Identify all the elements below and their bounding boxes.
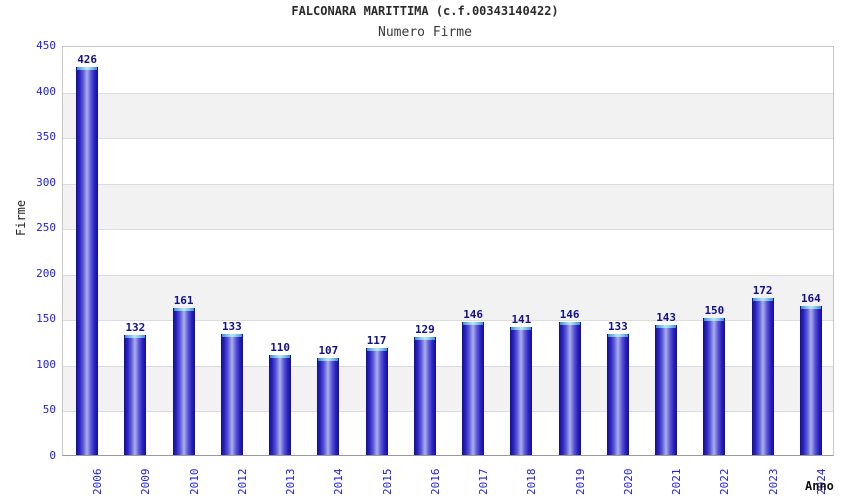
bar-cap [77, 66, 98, 70]
y-tick-label: 450 [36, 39, 56, 52]
x-tick-label: 2013 [284, 468, 298, 496]
bar[interactable] [558, 321, 581, 455]
bar-value-label: 129 [414, 323, 435, 337]
x-tick-label: 2006 [91, 468, 105, 496]
y-tick-label: 400 [36, 84, 56, 98]
chart-subtitle: Numero Firme [378, 25, 472, 40]
bar[interactable] [172, 308, 195, 455]
band [63, 183, 833, 230]
bar-cap [318, 357, 339, 361]
bar-cap [656, 324, 677, 328]
bar-cap [607, 333, 628, 337]
bar-cap [414, 337, 435, 341]
x-tick-label: 2018 [525, 468, 539, 496]
bar-cap [366, 348, 387, 352]
bar-value-label: 164 [800, 291, 821, 305]
bar-value-label: 146 [559, 307, 580, 321]
bar-cap [704, 318, 725, 322]
y-tick-label: 350 [36, 130, 56, 144]
bar-cap [270, 354, 291, 358]
y-tick-label: 50 [42, 403, 56, 417]
bar-value-label: 133 [607, 319, 628, 333]
band [63, 92, 833, 139]
y-tick-label: 300 [36, 175, 56, 189]
y-tick-label: 250 [36, 221, 56, 235]
bar-cap [221, 333, 242, 337]
bar-value-label: 150 [704, 304, 725, 318]
bar-cap [559, 321, 580, 325]
bar[interactable] [606, 333, 629, 455]
bar-value-label: 110 [270, 340, 291, 354]
gridline [63, 138, 833, 140]
bar-cap [800, 305, 821, 309]
bar[interactable] [76, 66, 99, 455]
y-axis-tick-labels: 0 50 100 150 200 250 300 350 400 450 [0, 39, 56, 462]
bar-value-label: 132 [125, 320, 146, 334]
x-tick-label: 2023 [766, 468, 780, 496]
plot-area: 426 132 161 133 110 107 117 129 146 141 146 133 143 1… [62, 46, 834, 456]
bar-cap [125, 334, 146, 338]
y-axis-title: Firme [14, 199, 28, 236]
bar[interactable] [799, 305, 822, 455]
x-tick-label: 2017 [477, 468, 491, 496]
bar-value-label: 146 [463, 307, 484, 321]
x-tick-label: 2010 [187, 468, 201, 496]
bar-value-label: 107 [318, 343, 339, 357]
gridline [63, 274, 833, 276]
gridline [63, 365, 833, 367]
bar[interactable] [655, 324, 678, 455]
x-tick-label: 2019 [573, 468, 587, 496]
bar-cap [511, 326, 532, 330]
bar-cap [173, 308, 194, 312]
bar[interactable] [751, 298, 774, 455]
bar[interactable] [462, 321, 485, 455]
x-axis-tick-labels: 2006 2009 2010 2012 2013 2014 2015 2016 2017 2018… [62, 462, 834, 500]
bar-value-label: 161 [173, 294, 194, 308]
gridline [63, 92, 833, 94]
x-axis-title: Anno [805, 479, 834, 493]
bar[interactable] [510, 326, 533, 455]
bar[interactable] [269, 354, 292, 455]
bar-value-label: 141 [511, 312, 532, 326]
x-tick-label: 2012 [235, 468, 249, 496]
bar-value-label: 426 [77, 52, 98, 66]
y-tick-label: 200 [36, 266, 56, 280]
gridline [63, 183, 833, 185]
chart-title: FALCONARA MARITTIMA (c.f.00343140422) [291, 4, 559, 18]
bar-value-label: 117 [366, 334, 387, 348]
x-tick-label: 2015 [380, 468, 394, 496]
x-tick-label: 2022 [718, 468, 732, 496]
x-tick-label: 2016 [428, 468, 442, 496]
bar[interactable] [413, 337, 436, 455]
bar[interactable] [365, 348, 388, 455]
x-tick-label: 2009 [139, 468, 153, 496]
bar-value-label: 133 [221, 319, 242, 333]
y-tick-label: 0 [49, 449, 56, 462]
y-tick-label: 150 [36, 312, 56, 326]
bar-cap [463, 321, 484, 325]
gridline [63, 320, 833, 322]
bar[interactable] [124, 334, 147, 455]
x-tick-label: 2020 [621, 468, 635, 496]
gridline [63, 229, 833, 231]
bar[interactable] [220, 333, 243, 455]
bar-value-label: 172 [752, 284, 773, 298]
bar[interactable] [703, 318, 726, 455]
x-tick-label: 2014 [332, 468, 346, 496]
bar-cap [752, 298, 773, 302]
bar-value-label: 143 [656, 310, 677, 324]
gridline [63, 411, 833, 413]
bar[interactable] [317, 357, 340, 455]
x-tick-label: 2021 [670, 468, 684, 496]
y-tick-label: 100 [36, 357, 56, 371]
